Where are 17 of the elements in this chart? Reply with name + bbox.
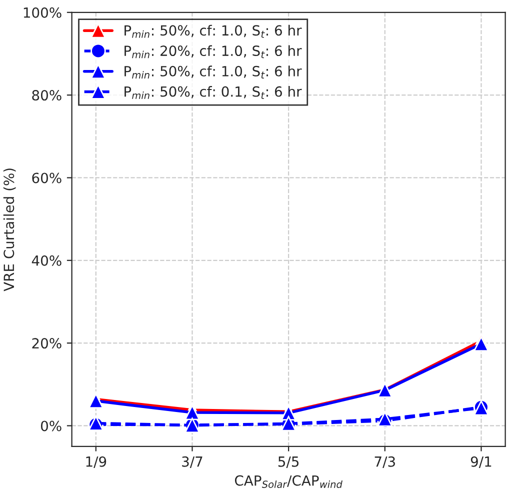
y-tick-label: 40% [32,255,62,266]
x-axis-title: CAP$_{Solar}$/CAP$_{wind}$ [234,475,342,488]
y-tick-label: 100% [24,7,62,18]
x-tick-label: 3/7 [182,456,202,468]
y-tick-label: 80% [32,90,62,101]
x-tick-label: 9/1 [470,456,492,468]
legend-label: P$_{min}$: 50%, cf: 1.0, S$_{t}$: 6 hr [124,66,302,78]
legend-label: P$_{min}$: 20%, cf: 1.0, S$_{t}$: 6 hr [124,45,302,58]
y-tick-label: 20% [32,338,62,349]
y-tick-label: 60% [32,172,62,184]
y-axis-title: VRE Curtailed (%) [3,168,16,292]
x-tick-label: 7/3 [374,456,395,468]
x-tick-label: 5/5 [278,456,299,468]
y-tick-label: 0% [40,420,62,432]
x-tick-label: 1/9 [86,456,106,468]
legend-label: P$_{min}$: 50%, cf: 0.1, S$_{t}$: 6 hr [124,86,302,99]
legend-label: P$_{min}$: 50%, cf: 1.0, S$_{t}$: 6 hr [124,24,302,38]
